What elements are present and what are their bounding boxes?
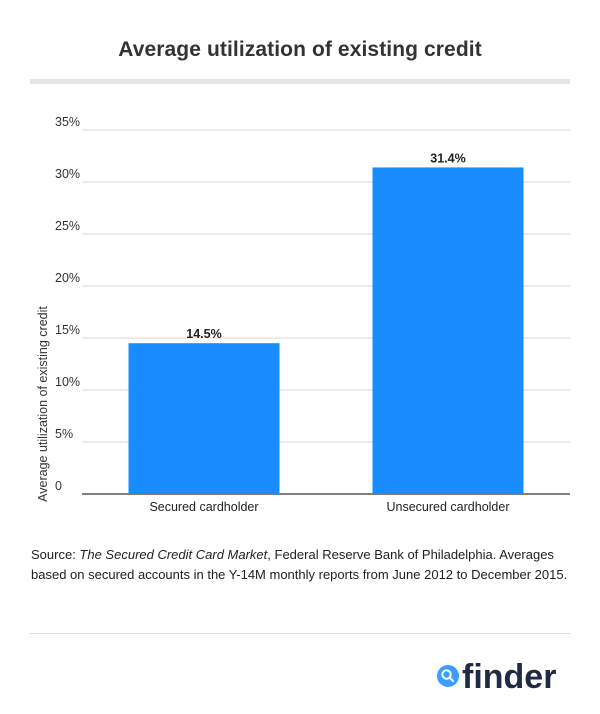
x-tick-label: Secured cardholder [149, 500, 258, 514]
source-title: The Secured Credit Card Market [79, 547, 268, 562]
bar [372, 167, 524, 494]
y-tick-label: 30% [55, 167, 80, 181]
bar [128, 343, 280, 494]
source-prefix: Source: [31, 547, 80, 562]
y-tick-label: 20% [55, 271, 80, 285]
data-label: 31.4% [430, 151, 465, 165]
data-labels: 14.5% 31.4% [186, 151, 465, 341]
source-note: Source: The Secured Credit Card Market, … [31, 545, 571, 585]
search-icon [437, 665, 459, 687]
y-axis-ticks: 0 5% 10% 15% 20% 25% 30% 35% [55, 115, 80, 493]
y-tick-label: 25% [55, 219, 80, 233]
y-tick-label: 35% [55, 115, 80, 129]
finder-logo: finder [437, 658, 556, 696]
y-tick-label: 15% [55, 323, 80, 337]
x-tick-label: Unsecured cardholder [387, 500, 510, 514]
logo-text: finder [462, 658, 556, 696]
y-axis-label: Average utilization of existing credit [36, 306, 50, 502]
y-tick-label: 10% [55, 375, 80, 389]
data-label: 14.5% [186, 327, 221, 341]
x-axis-ticks: Secured cardholder Unsecured cardholder [149, 500, 509, 514]
y-tick-label: 5% [55, 427, 73, 441]
bar-chart: 0 5% 10% 15% 20% 25% 30% 35% 14.5% 31.4% Secured… [36, 115, 570, 514]
bars [128, 167, 524, 494]
title-divider [30, 79, 570, 84]
chart-title: Average utilization of existing credit [118, 38, 482, 61]
y-tick-label: 0 [55, 479, 62, 493]
source-rest: , Federal Reserve Bank of Philadelphia. … [31, 547, 568, 582]
footer-divider [30, 633, 570, 634]
